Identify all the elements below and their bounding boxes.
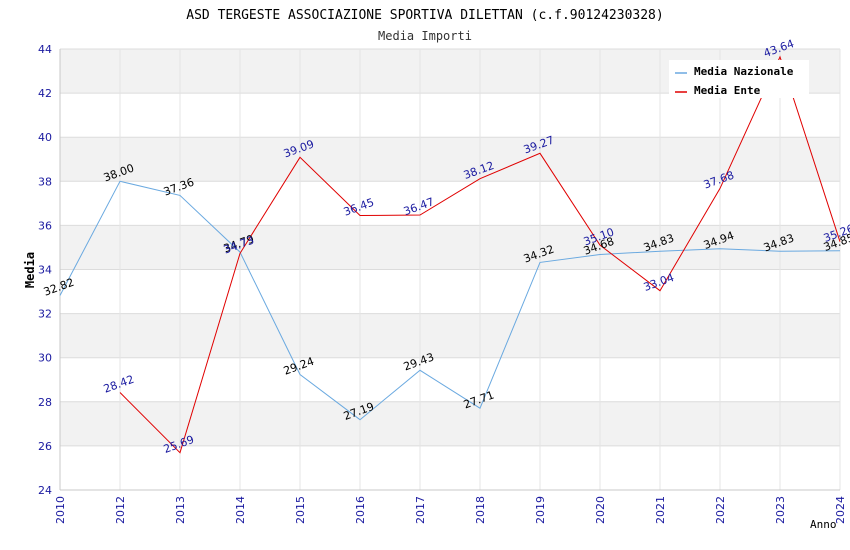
series-lines xyxy=(59,55,841,454)
legend: Media Nazionale Media Ente xyxy=(669,60,809,98)
y-tick-label: 44 xyxy=(38,43,52,56)
x-tick-label: 2020 xyxy=(594,496,607,524)
data-label-0: 32.82 xyxy=(42,276,76,299)
x-tick-label: 2010 xyxy=(54,496,67,524)
data-label-1: 33.04 xyxy=(642,271,676,294)
plot-band xyxy=(60,225,840,270)
series-line-0 xyxy=(59,180,841,421)
y-tick-label: 30 xyxy=(38,352,52,365)
x-tick-label: 2012 xyxy=(114,496,127,524)
chart-title: ASD TERGESTE ASSOCIAZIONE SPORTIVA DILET… xyxy=(186,8,663,23)
x-tick-label: 2013 xyxy=(174,496,187,524)
data-label-1: 28.42 xyxy=(102,373,136,396)
axes xyxy=(59,49,840,491)
legend-label-ente: Media Ente xyxy=(694,84,761,97)
y-tick-label: 28 xyxy=(38,396,52,409)
plot-band xyxy=(60,401,840,446)
y-tick-label: 42 xyxy=(38,87,52,100)
series-line-1 xyxy=(119,55,841,454)
x-tick-labels: 2010 2012 2013 2014 2015 2016 2017 2018 2019 2020… xyxy=(54,496,847,524)
y-tick-labels: 24 26 28 30 32 34 36 38 40 42 44 xyxy=(38,43,52,497)
legend-label-nazionale: Media Nazionale xyxy=(694,65,794,78)
y-axis-label: Media xyxy=(23,252,37,288)
y-tick-label: 26 xyxy=(38,440,52,453)
x-tick-label: 2022 xyxy=(714,496,727,524)
x-tick-label: 2023 xyxy=(774,496,787,524)
y-tick-label: 40 xyxy=(38,131,52,144)
y-tick-label: 38 xyxy=(38,175,52,188)
y-tick-label: 34 xyxy=(38,264,52,277)
x-tick-label: 2016 xyxy=(354,496,367,524)
x-tick-label: 2015 xyxy=(294,496,307,524)
plot-bands xyxy=(60,49,840,446)
y-tick-label: 32 xyxy=(38,308,52,321)
y-tick-label: 24 xyxy=(38,484,52,497)
x-tick-label: 2019 xyxy=(534,496,547,524)
x-axis-label: Anno xyxy=(810,518,837,531)
x-tick-label: 2017 xyxy=(414,496,427,524)
chart-subtitle: Media Importi xyxy=(378,29,472,43)
plot-band xyxy=(60,313,840,358)
x-tick-label: 2014 xyxy=(234,496,247,524)
x-tick-label: 2024 xyxy=(834,496,847,524)
x-tick-label: 2021 xyxy=(654,496,667,524)
y-tick-label: 36 xyxy=(38,219,52,232)
plot-band xyxy=(60,137,840,182)
legend-box xyxy=(669,60,809,98)
x-tick-label: 2018 xyxy=(474,496,487,524)
